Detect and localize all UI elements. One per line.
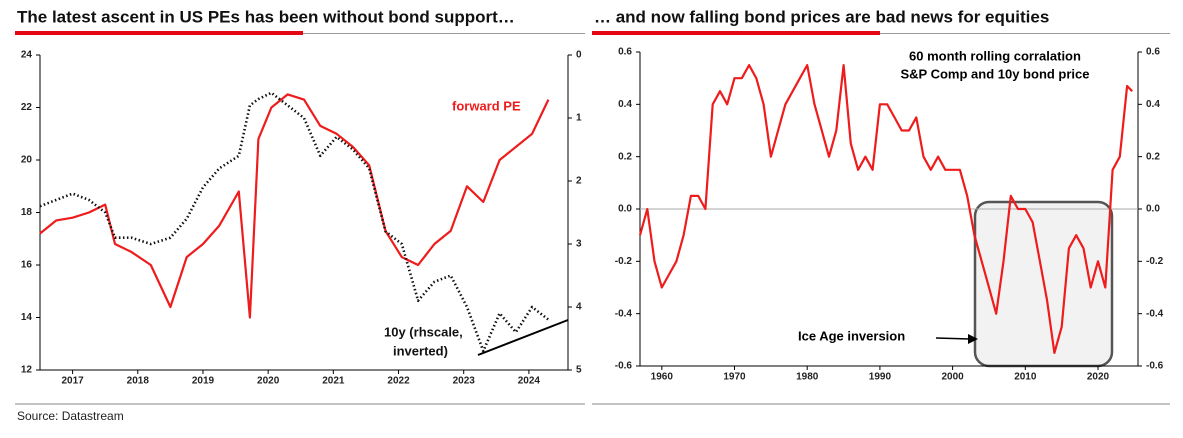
x-tick-label: 2017 (61, 376, 84, 387)
legend-label: forward PE (452, 98, 521, 113)
x-tick-label: 2000 (941, 372, 964, 383)
title-accent (15, 31, 303, 35)
title-accent (592, 31, 880, 35)
y-tick-label: -0.6 (615, 361, 633, 372)
x-tick-label: 2022 (387, 376, 410, 387)
annotation: 60 month rolling corralation (909, 48, 1081, 63)
x-tick-label: 1970 (723, 372, 746, 383)
arrow-head (968, 334, 978, 344)
y-tick-label: 24 (21, 50, 33, 61)
source: Source: Datastream (17, 409, 124, 423)
y2-tick-label: -0.2 (1146, 256, 1164, 267)
y-tick-label: 18 (21, 207, 33, 218)
y2-tick-label: 0.4 (1146, 99, 1160, 110)
y2-tick-label: 0.2 (1146, 151, 1160, 162)
y2-tick-label: 5 (576, 365, 582, 376)
trend-line (477, 319, 569, 356)
y2-tick-label: 0.0 (1146, 204, 1160, 215)
x-tick-label: 1980 (796, 372, 819, 383)
x-tick-label: 2020 (257, 376, 280, 387)
y-tick-label: 0.6 (618, 47, 632, 58)
legend-label: inverted) (393, 343, 448, 358)
y-tick-label: 0.4 (618, 99, 632, 110)
x-tick-label: 2021 (322, 376, 345, 387)
y2-tick-label: 3 (576, 239, 582, 250)
annotation: S&P Comp and 10y bond price (900, 66, 1089, 81)
x-tick-label: 2019 (192, 376, 215, 387)
y-tick-label: 12 (21, 365, 33, 376)
y2-tick-label: 2 (576, 176, 582, 187)
y-tick-label: -0.4 (615, 308, 633, 319)
legend-label: 10y (rhscale, (384, 324, 463, 339)
x-tick-label: 2018 (127, 376, 150, 387)
chart-title: … and now falling bond prices are bad ne… (594, 7, 1049, 26)
x-tick-label: 1960 (651, 372, 674, 383)
y-tick-label: 16 (21, 260, 33, 271)
y2-tick-label: 0 (576, 50, 582, 61)
annotation: Ice Age inversion (798, 328, 905, 343)
y2-tick-label: 1 (576, 113, 582, 124)
chart-title: The latest ascent in US PEs has been wit… (17, 7, 515, 26)
y2-tick-label: 4 (576, 302, 582, 313)
series-line (39, 93, 550, 319)
x-tick-label: 2010 (1014, 372, 1037, 383)
x-tick-label: 1990 (869, 372, 892, 383)
y2-tick-label: -0.4 (1146, 308, 1164, 319)
y-tick-label: 20 (21, 155, 33, 166)
series-line (638, 63, 1133, 354)
y-tick-label: 22 (21, 102, 33, 113)
x-tick-label: 2024 (518, 376, 541, 387)
y2-tick-label: -0.6 (1146, 361, 1164, 372)
arrow-shaft (935, 337, 971, 340)
y-tick-label: 0.0 (618, 204, 632, 215)
y2-tick-label: 0.6 (1146, 47, 1160, 58)
x-tick-label: 2023 (453, 376, 476, 387)
y-tick-label: 0.2 (618, 151, 632, 162)
series-line (39, 91, 550, 353)
x-tick-label: 2020 (1087, 372, 1110, 383)
y-tick-label: 14 (21, 312, 33, 323)
y-tick-label: -0.2 (615, 256, 633, 267)
